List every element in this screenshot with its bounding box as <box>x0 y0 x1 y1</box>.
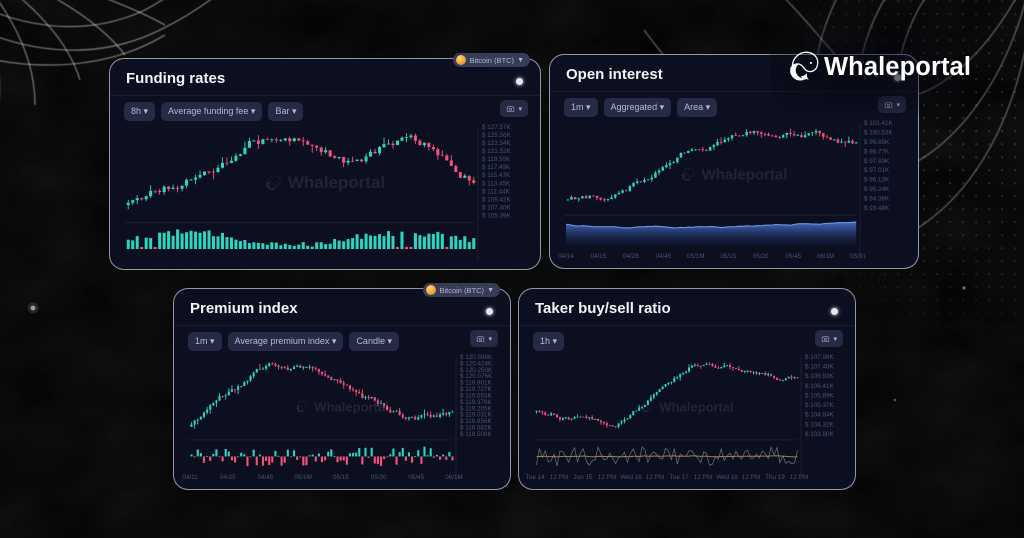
svg-text:04/25: 04/25 <box>220 474 236 481</box>
svg-text:$ 119.50K: $ 119.50K <box>482 156 511 163</box>
svg-text:Jun 15: Jun 15 <box>574 474 593 481</box>
svg-text:$ 106.41K: $ 106.41K <box>805 383 835 390</box>
svg-text:$ 111.44K: $ 111.44K <box>482 188 511 195</box>
svg-text:$ 107.46K: $ 107.46K <box>805 364 835 371</box>
svg-text:$ 118.508K: $ 118.508K <box>460 431 493 438</box>
svg-text:$ 104.84K: $ 104.84K <box>805 412 835 419</box>
svg-text:$ 99.65K: $ 99.65K <box>864 139 890 146</box>
svg-text:$ 95.24K: $ 95.24K <box>864 186 890 193</box>
svg-text:12 PM: 12 PM <box>550 474 568 481</box>
svg-text:Tue 17: Tue 17 <box>669 474 689 481</box>
svg-text:04/14: 04/14 <box>558 253 574 260</box>
svg-text:Wed 18: Wed 18 <box>716 474 738 481</box>
svg-text:$ 105.37K: $ 105.37K <box>805 402 835 409</box>
svg-text:$ 105.39K: $ 105.39K <box>482 212 512 219</box>
svg-text:$ 106.93K: $ 106.93K <box>805 373 835 380</box>
svg-text:05/31: 05/31 <box>850 253 866 260</box>
svg-text:$ 94.36K: $ 94.36K <box>864 196 890 203</box>
svg-text:05/1M: 05/1M <box>294 474 312 481</box>
svg-text:05/20: 05/20 <box>753 253 769 260</box>
svg-text:$ 109.42K: $ 109.42K <box>482 196 512 203</box>
svg-text:12 PM: 12 PM <box>742 474 760 481</box>
svg-text:$ 121.52K: $ 121.52K <box>482 148 512 155</box>
svg-text:12 PM: 12 PM <box>790 474 808 481</box>
svg-text:$ 107.40K: $ 107.40K <box>482 204 512 211</box>
svg-text:$ 93.48K: $ 93.48K <box>864 205 890 212</box>
svg-text:12 PM: 12 PM <box>598 474 616 481</box>
svg-text:04/45: 04/45 <box>655 253 671 260</box>
svg-text:$ 115.47K: $ 115.47K <box>482 172 511 179</box>
svg-text:12 PM: 12 PM <box>694 474 712 481</box>
svg-text:05/45: 05/45 <box>785 253 801 260</box>
svg-text:Tue 14: Tue 14 <box>525 474 545 481</box>
svg-text:$ 98.77K: $ 98.77K <box>864 148 890 155</box>
svg-text:$ 97.89K: $ 97.89K <box>864 158 890 165</box>
svg-text:$ 117.49K: $ 117.49K <box>482 164 511 171</box>
svg-text:$ 103.80K: $ 103.80K <box>805 431 835 438</box>
svg-text:05/45: 05/45 <box>408 474 424 481</box>
svg-text:$ 100.53K: $ 100.53K <box>864 129 894 136</box>
svg-text:05/15: 05/15 <box>720 253 736 260</box>
svg-text:$ 97.01K: $ 97.01K <box>864 167 890 174</box>
svg-text:04/28: 04/28 <box>623 253 639 260</box>
svg-text:$ 127.57K: $ 127.57K <box>482 124 512 131</box>
svg-text:$ 105.89K: $ 105.89K <box>805 392 835 399</box>
svg-text:$ 113.45K: $ 113.45K <box>482 180 511 187</box>
svg-text:05/15: 05/15 <box>333 474 349 481</box>
svg-text:$ 125.56K: $ 125.56K <box>482 132 512 139</box>
svg-text:Wed 16: Wed 16 <box>620 474 642 481</box>
svg-text:06/1M: 06/1M <box>817 253 835 260</box>
svg-text:$ 107.98K: $ 107.98K <box>805 354 835 361</box>
svg-text:12 PM: 12 PM <box>646 474 664 481</box>
svg-text:04/15: 04/15 <box>591 253 607 260</box>
svg-text:05/20: 05/20 <box>371 474 387 481</box>
svg-text:$ 96.13K: $ 96.13K <box>864 177 890 184</box>
svg-text:04/11: 04/11 <box>182 474 198 481</box>
svg-text:$ 123.54K: $ 123.54K <box>482 140 512 147</box>
svg-text:04/45: 04/45 <box>258 474 274 481</box>
svg-text:06/1M: 06/1M <box>445 474 463 481</box>
svg-text:Thu 19: Thu 19 <box>765 474 785 481</box>
svg-text:05/1M: 05/1M <box>687 253 705 260</box>
svg-text:$ 104.32K: $ 104.32K <box>805 421 835 428</box>
svg-text:$ 101.41K: $ 101.41K <box>864 120 894 127</box>
